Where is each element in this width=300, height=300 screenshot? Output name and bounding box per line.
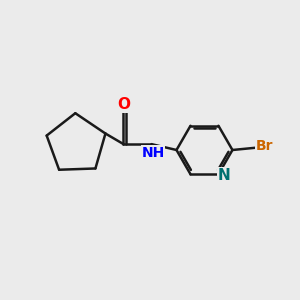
Text: N: N [218,168,230,183]
Text: NH: NH [141,146,165,160]
Text: Br: Br [256,139,274,153]
Text: O: O [117,97,130,112]
